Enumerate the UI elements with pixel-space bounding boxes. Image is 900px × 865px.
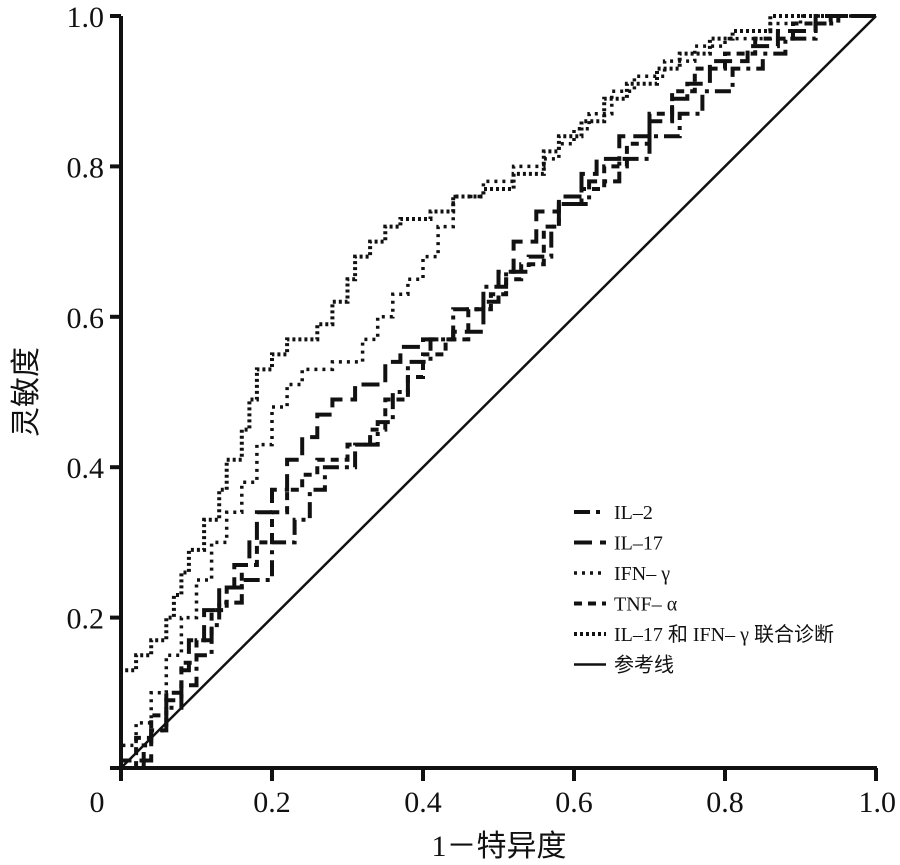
legend-label-2: IL–17 — [614, 533, 663, 555]
series-line-3-ifn — [119, 14, 876, 768]
y-tick-label: 0.2 — [67, 603, 105, 636]
x-axis-label: 1－特异度 — [432, 830, 567, 863]
legend-label-5: IL–17 和 IFN– γ 联合诊断 — [614, 623, 834, 646]
y-tick-label: 0.4 — [67, 452, 105, 485]
x-tick-label: 0.8 — [706, 786, 744, 819]
y-tick-label: 1.0 — [67, 1, 105, 34]
plot-lines — [119, 14, 877, 770]
ticks: 0 0.2 0.4 0.6 0.8 1.0 0.2 0.4 0.6 0.8 1.0 — [67, 1, 897, 819]
y-axis-label: 灵敏度 — [10, 347, 43, 437]
series-line-5-il-17-ifn — [119, 14, 876, 768]
legend-label-1: IL–2 — [614, 502, 653, 524]
x-tick-label: 0.2 — [253, 786, 291, 819]
series-line-1-il-2 — [141, 14, 876, 768]
legend: IL–2 IL–17 IFN– γ TNF– α IL–17 和 IFN– γ 联合诊断… — [574, 502, 834, 677]
legend-label-3: IFN– γ — [614, 563, 670, 585]
x-tick-label: 0 — [90, 786, 105, 819]
x-tick-label: 0.4 — [404, 786, 442, 819]
series-line-4-tnf — [121, 14, 876, 770]
x-tick-label: 1.0 — [859, 786, 897, 819]
x-tick-label: 0.6 — [555, 786, 593, 819]
y-tick-label: 0.8 — [67, 151, 105, 184]
y-tick-label: 0.6 — [67, 302, 105, 335]
series-line-6 — [120, 15, 877, 769]
legend-label-4: TNF– α — [614, 594, 678, 616]
legend-label-6: 参考线 — [614, 654, 674, 677]
axes — [110, 16, 877, 770]
